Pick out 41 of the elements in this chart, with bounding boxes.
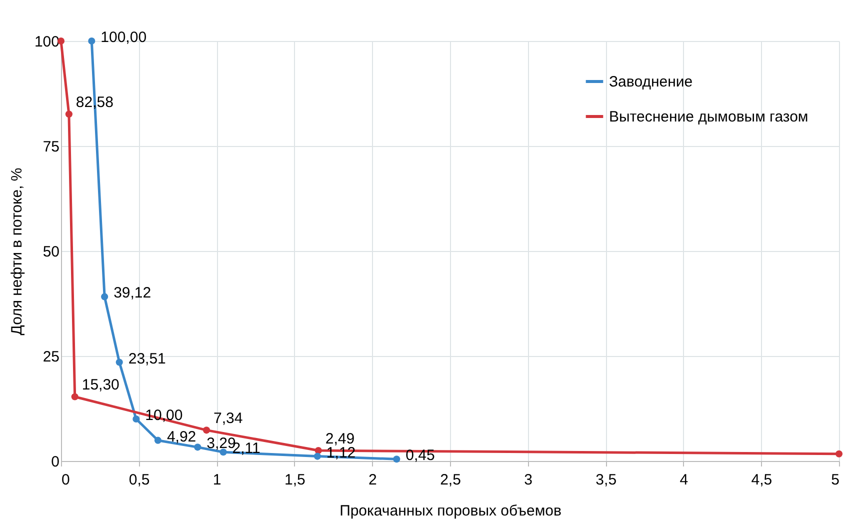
x-tick-label: 2,5: [440, 472, 461, 488]
point: [154, 436, 162, 444]
x-tick-label: 4,5: [751, 472, 772, 488]
legend-label: Вытеснение дымовым газом: [609, 108, 808, 126]
x-tick-label: 1: [212, 472, 222, 488]
x-tick-label: 0,5: [128, 472, 150, 488]
y-tick-label: 75: [42, 138, 60, 156]
point: [71, 393, 78, 400]
point: [202, 426, 210, 434]
x-tick-label: 1,5: [284, 472, 306, 488]
y-axis-title: Доля нефти в потоке, %: [8, 168, 26, 336]
x-tick-label: 3: [524, 472, 532, 488]
data-label: 7,34: [213, 410, 243, 428]
point: [132, 415, 140, 423]
point: [835, 450, 843, 458]
y-tick-label: 50: [42, 244, 60, 260]
point: [393, 456, 400, 463]
x-tick-label: 0: [62, 472, 70, 488]
point: [314, 452, 321, 460]
data-label: 39,12: [114, 284, 152, 302]
x-tick-label: 4: [680, 472, 688, 488]
data-label: 23,51: [128, 350, 166, 368]
x-tick-label: 3,5: [596, 472, 617, 488]
point: [88, 37, 96, 45]
legend-label: Заводнение: [609, 74, 693, 90]
data-label: 2,49: [325, 430, 355, 448]
y-tick-label: 100: [34, 34, 60, 50]
x-tick-label: 5: [831, 472, 840, 488]
data-label: 100,00: [100, 29, 147, 46]
point: [116, 358, 123, 366]
y-tick-label: 0: [51, 454, 60, 470]
data-label: 0,45: [406, 447, 435, 464]
point: [194, 444, 202, 451]
data-label: 4,92: [166, 428, 196, 446]
data-label: 15,30: [82, 376, 120, 394]
x-axis-title: Прокачанных поровых объемов: [340, 502, 562, 520]
point: [314, 447, 322, 454]
x-tick-label: 2: [368, 472, 377, 488]
point: [101, 293, 108, 300]
point: [65, 110, 72, 118]
y-tick-label: 25: [42, 348, 60, 366]
